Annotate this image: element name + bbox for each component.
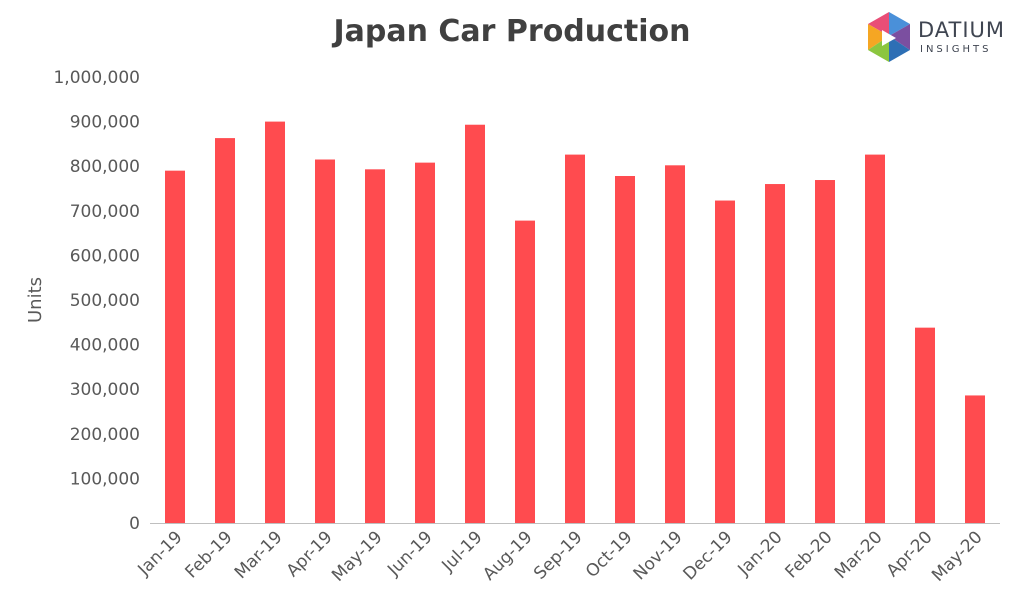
bar [965,395,985,523]
y-tick-label: 900,000 [70,113,140,133]
x-tick-label: Jun-19 [383,527,436,580]
bar [465,124,485,524]
x-tick-label: Mar-20 [831,527,887,583]
bar [565,154,585,523]
bar [815,180,835,523]
logo-subtitle: INSIGHTS [920,44,992,55]
y-tick-label: 300,000 [70,380,140,400]
x-tick-label: Jan-20 [734,527,787,580]
bar [665,165,685,524]
y-tick-label: 100,000 [70,469,140,489]
y-tick-label: 200,000 [70,425,140,445]
bar [265,121,285,523]
x-tick-label: May-20 [928,527,986,585]
bar [615,176,635,523]
x-tick-label: Jan-19 [134,527,187,580]
x-tick-label: Mar-19 [231,527,287,583]
bar [215,138,235,524]
chart-title: Japan Car Production [333,14,691,49]
x-tick-label: Feb-20 [781,527,836,582]
bar [165,170,185,523]
bar [765,184,785,524]
x-tick-label: Sep-19 [530,527,586,583]
datium-insights-logo: DATIUM INSIGHTS [864,10,1014,66]
y-tick-label: 500,000 [70,291,140,311]
y-tick-label: 400,000 [70,336,140,356]
x-tick-label: Jul-19 [438,527,487,576]
bar [715,200,735,524]
y-tick-label: 800,000 [70,157,140,177]
y-tick-label: 700,000 [70,202,140,222]
x-tick-label: Aug-19 [479,527,536,584]
y-tick-label: 600,000 [70,246,140,266]
bar [365,169,385,523]
logo-wordmark: DATIUM [918,18,1006,42]
x-tick-label: Nov-19 [630,527,687,584]
bar [865,154,885,523]
bar [515,220,535,523]
y-axis-title: Units [25,277,46,323]
y-axis: 0 100,000 200,000 300,000 400,000 500,000 600,… [53,68,140,534]
bar-series [165,121,985,524]
x-tick-label: Dec-19 [679,527,736,584]
bar [315,159,335,523]
x-tick-label: May-19 [328,527,386,585]
x-tick-label: Oct-19 [582,527,637,582]
x-tick-label: Feb-19 [181,527,236,582]
bar [415,162,435,523]
y-tick-label: 0 [129,514,140,534]
datium-logo-icon [868,12,910,62]
bar [915,327,935,523]
y-tick-label: 1,000,000 [53,68,140,88]
